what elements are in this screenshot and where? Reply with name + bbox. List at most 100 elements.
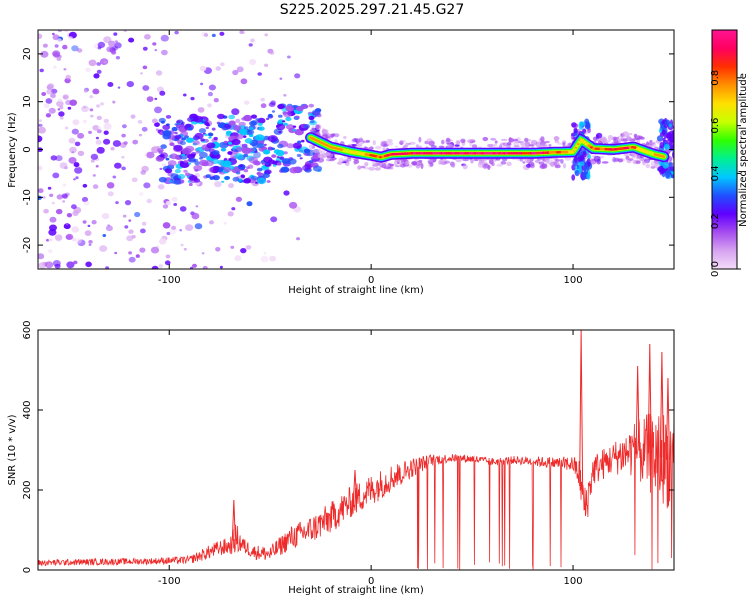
spectrogram-cell: [92, 174, 96, 177]
spectrogram-cell: [114, 162, 122, 169]
spectrogram-cell: [97, 46, 102, 50]
spectrogram-cell: [611, 157, 618, 163]
spectrogram-cell: [491, 162, 495, 167]
spectrogram-cell: [69, 146, 77, 154]
spectrogram-cell: [626, 135, 631, 142]
spectrogram-cell: [263, 143, 267, 146]
spectrogram-cell: [297, 140, 302, 144]
spectrogram-cell: [255, 181, 258, 184]
spectrogram-cell: [67, 106, 72, 110]
spectrogram-cell: [73, 178, 76, 181]
spectrogram-cell: [58, 98, 63, 103]
spectrogram-cell: [183, 93, 187, 97]
spectrogram-cell: [62, 200, 66, 203]
spectrogram-cell: [226, 130, 232, 135]
spectrogram-cell: [233, 149, 238, 153]
spectrogram-cell: [554, 164, 561, 169]
spectrogram-cell: [242, 135, 247, 138]
spectrogram-cell: [257, 122, 263, 127]
spectrogram-cell: [374, 145, 382, 150]
spectrogram-cell: [600, 138, 607, 142]
spectrogram-cell: [312, 149, 320, 153]
spectrogram-cell: [496, 163, 503, 167]
ridge-core: [517, 152, 521, 155]
spectrogram-cell: [141, 165, 149, 172]
spectrogram-cell: [285, 124, 295, 130]
spectrogram-cell: [386, 139, 393, 143]
spectrogram-cell: [146, 96, 154, 102]
spectrogram-cell: [317, 148, 323, 155]
snr-spike: [647, 343, 652, 454]
spectrogram-cell: [635, 135, 641, 141]
spectrogram-cell: [327, 133, 332, 137]
spectrogram-cell: [333, 133, 340, 138]
spectrogram-cell: [469, 142, 473, 147]
spectrogram-cell: [636, 155, 641, 159]
spectrogram-cell: [357, 166, 362, 169]
spectrogram-cell: [124, 225, 129, 229]
spectrogram-cell: [38, 262, 47, 269]
spectrogram-cell: [42, 43, 48, 48]
colorbar: 0.0 0.2 0.4 0.6 0.8 Normalized spectral ampl…: [710, 29, 749, 277]
spectrogram-cell: [55, 208, 63, 215]
spectrogram-x-label: Height of straight line (km): [288, 285, 424, 296]
spectrogram-cell: [639, 156, 645, 162]
spectrogram-cell: [154, 106, 162, 114]
spectrogram-cell: [174, 30, 179, 35]
snr-spike: [635, 365, 640, 451]
spectrogram-cell: [126, 235, 134, 242]
spectrogram-cell: [128, 256, 136, 263]
spectrogram-cell: [487, 164, 491, 170]
spectrogram-cell: [228, 183, 234, 189]
spectrogram-cell: [154, 97, 158, 101]
spectrogram-cell: [263, 156, 273, 163]
snr-spike: [579, 330, 584, 487]
spectrogram-cell: [38, 126, 46, 134]
spectrogram-cell: [562, 163, 567, 169]
spectrogram-cell: [219, 265, 223, 269]
spectrogram-cell: [38, 165, 43, 171]
spectrogram-cell: [209, 220, 214, 225]
spectrogram-cell: [71, 204, 77, 210]
spectrogram-cell: [192, 140, 200, 146]
colorbar-ticks: 0.0 0.2 0.4 0.6 0.8: [710, 70, 741, 277]
spectrogram-cell: [90, 114, 94, 118]
spectrogram-cell: [601, 161, 609, 164]
spectrogram-cell: [99, 245, 108, 252]
spectrogram-cell: [159, 167, 163, 170]
spectrogram-cell: [100, 102, 104, 106]
spectrogram-cell: [83, 106, 87, 109]
spectrogram-cell: [308, 103, 314, 108]
spectrogram-cell: [168, 180, 173, 183]
spectrogram-y-tick-label: 10: [22, 95, 33, 108]
spectrogram-cell: [40, 50, 49, 58]
spectrogram-cell: [211, 127, 216, 131]
spectrogram-cell: [150, 246, 160, 254]
spectrogram-cell: [578, 161, 585, 166]
spectrogram-cell: [71, 128, 79, 135]
spectrogram-cell: [91, 220, 97, 225]
spectrogram-cell: [38, 135, 43, 143]
snr-y-tick-label: 600: [22, 320, 33, 339]
spectrogram-cell: [213, 136, 218, 141]
spectrogram-cell: [560, 159, 564, 164]
spectrogram-cell: [179, 206, 187, 212]
spectrogram-cell: [82, 183, 88, 188]
spectrogram-cell: [305, 149, 315, 157]
spectrogram-cell: [260, 255, 269, 263]
spectrogram-cell: [257, 178, 267, 185]
spectrogram-x-tick-label: 100: [564, 275, 583, 286]
spectrogram-cell: [204, 121, 210, 126]
spectrogram-cell: [659, 142, 665, 149]
spectrogram-cell: [260, 103, 267, 109]
spectrogram-cell: [51, 89, 54, 92]
spectrogram-cell: [180, 243, 184, 247]
spectrogram-cell: [174, 131, 178, 135]
spectrogram-cell: [81, 196, 89, 203]
spectrogram-cell: [89, 95, 94, 99]
ridge-core: [570, 150, 574, 154]
spectrogram-cell: [185, 224, 194, 232]
spectrogram-cell: [541, 163, 547, 169]
spectrogram-cell: [228, 120, 236, 126]
spectrogram-cell: [302, 164, 311, 172]
